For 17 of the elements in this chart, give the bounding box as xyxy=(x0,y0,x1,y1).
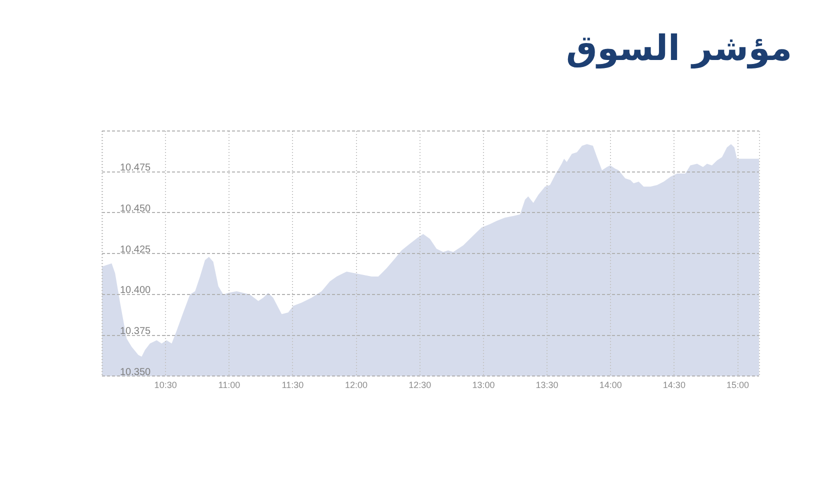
y-tick-label: 10.475 xyxy=(120,162,152,174)
x-tick-label: 14:00 xyxy=(599,380,622,390)
x-tick-label: 14:30 xyxy=(662,380,686,390)
y-tick-label: 10.375 xyxy=(120,326,152,338)
y-tick-label: 10.425 xyxy=(120,244,152,256)
y-tick-label: 10.400 xyxy=(120,285,152,296)
x-tick-label: 12:00 xyxy=(345,380,368,390)
x-tick-label: 11:00 xyxy=(218,380,240,390)
y-tick-label: 10.450 xyxy=(120,203,152,214)
y-tick-label: 10.350 xyxy=(120,366,152,378)
x-tick-label: 11:30 xyxy=(282,380,304,390)
x-tick-label: 12:30 xyxy=(408,380,432,390)
chart-title: مؤشر السوق xyxy=(566,28,792,71)
x-tick-label: 13:00 xyxy=(472,380,495,390)
x-tick-label: 10:30 xyxy=(154,380,177,390)
x-tick-label: 13:30 xyxy=(536,380,558,390)
x-tick-label: 15:00 xyxy=(726,380,750,390)
